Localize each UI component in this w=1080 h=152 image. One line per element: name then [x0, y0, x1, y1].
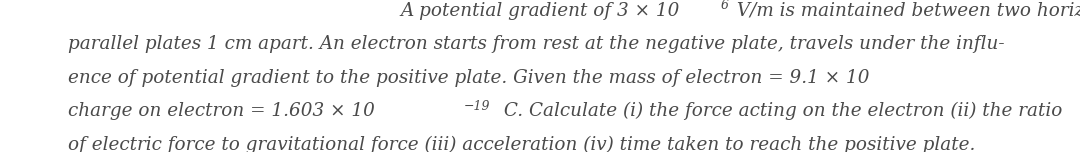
Text: C. Calculate (i) the force acting on the electron (ii) the ratio: C. Calculate (i) the force acting on the… [498, 102, 1063, 120]
Text: A potential gradient of 3 × 10: A potential gradient of 3 × 10 [401, 2, 679, 20]
Text: parallel plates 1 cm apart. An electron starts from rest at the negative plate, : parallel plates 1 cm apart. An electron … [68, 35, 1004, 53]
Text: ence of potential gradient to the positive plate. Given the mass of electron = 9: ence of potential gradient to the positi… [68, 69, 869, 87]
Text: charge on electron = 1.603 × 10: charge on electron = 1.603 × 10 [68, 102, 375, 120]
Text: −19: −19 [464, 100, 490, 113]
Text: of electric force to gravitational force (iii) acceleration (iv) time taken to r: of electric force to gravitational force… [68, 135, 975, 152]
Text: V/m is maintained between two horizontal: V/m is maintained between two horizontal [730, 2, 1080, 20]
Text: 6: 6 [720, 0, 728, 12]
